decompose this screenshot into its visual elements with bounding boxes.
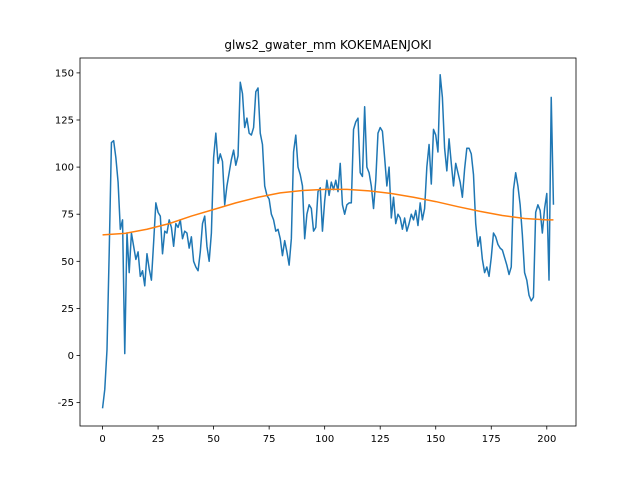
plot-frame: [79, 57, 577, 427]
y-tick-label: 100: [55, 163, 74, 174]
x-tick-label: 75: [263, 434, 276, 445]
y-tick-label: 50: [61, 257, 74, 268]
line: [102, 188, 554, 236]
y-tick-label: 125: [55, 115, 74, 126]
x-tick-label: 50: [207, 434, 220, 445]
y-tick-label: -25: [58, 398, 74, 409]
x-tick-label: 25: [152, 434, 165, 445]
chart-title: glws2_gwater_mm KOKEMAENJOKI: [224, 38, 431, 52]
line: [101, 74, 555, 409]
x-tick-label: 175: [482, 434, 501, 445]
y-tick-label: 25: [61, 304, 74, 315]
x-tick-label: 125: [371, 434, 390, 445]
x-tick-label: 150: [426, 434, 445, 445]
y-tick-label: 75: [61, 210, 74, 221]
y-tick-label: 0: [68, 351, 74, 362]
x-tick-label: 0: [99, 434, 105, 445]
x-tick-label: 100: [315, 434, 334, 445]
y-tick-label: 150: [55, 68, 74, 79]
x-tick-label: 200: [537, 434, 556, 445]
